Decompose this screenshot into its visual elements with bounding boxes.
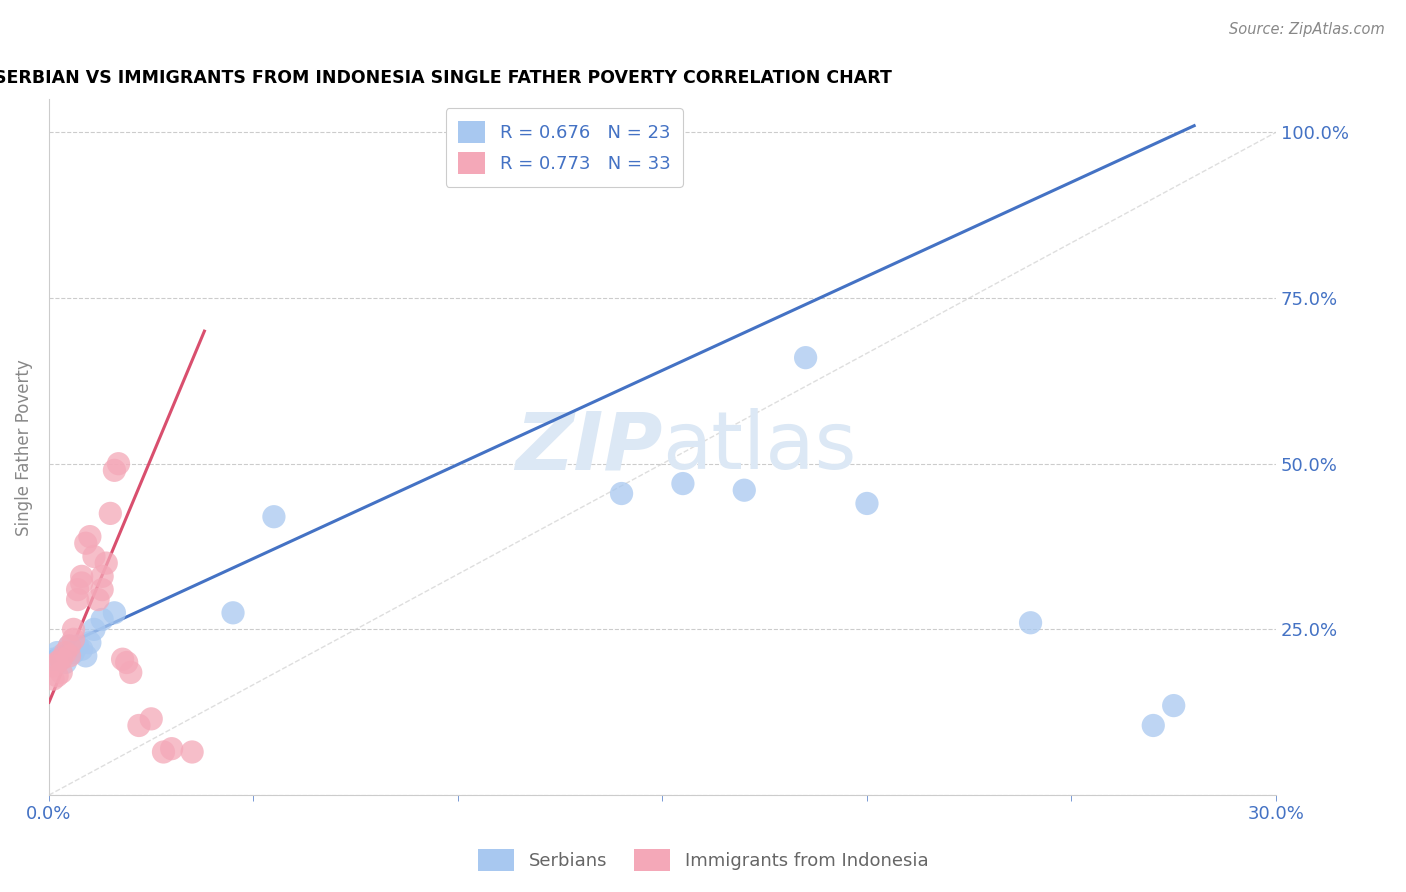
- Point: [75, 536, 97, 550]
- Point: [160, 741, 183, 756]
- Point: [107, 457, 129, 471]
- Text: SERBIAN VS IMMIGRANTS FROM INDONESIA SINGLE FATHER POVERTY CORRELATION CHART: SERBIAN VS IMMIGRANTS FROM INDONESIA SIN…: [0, 69, 891, 87]
- Point: [1163, 698, 1185, 713]
- Point: [70, 642, 93, 657]
- Point: [115, 656, 138, 670]
- Point: [66, 592, 89, 607]
- Point: [66, 639, 89, 653]
- Point: [70, 569, 93, 583]
- Point: [53, 646, 76, 660]
- Point: [42, 672, 65, 686]
- Point: [83, 549, 105, 564]
- Point: [66, 582, 89, 597]
- Point: [120, 665, 142, 680]
- Point: [51, 652, 73, 666]
- Legend: R = 0.676   N = 23, R = 0.773   N = 33: R = 0.676 N = 23, R = 0.773 N = 33: [446, 108, 683, 186]
- Point: [51, 648, 73, 663]
- Point: [46, 646, 69, 660]
- Point: [98, 507, 121, 521]
- Point: [610, 486, 633, 500]
- Point: [58, 639, 80, 653]
- Point: [181, 745, 204, 759]
- Point: [42, 658, 65, 673]
- Point: [111, 652, 134, 666]
- Point: [62, 623, 84, 637]
- Point: [42, 652, 65, 666]
- Point: [58, 639, 80, 653]
- Point: [46, 669, 69, 683]
- Point: [1019, 615, 1042, 630]
- Text: atlas: atlas: [662, 409, 856, 486]
- Point: [51, 665, 73, 680]
- Point: [672, 476, 695, 491]
- Text: Source: ZipAtlas.com: Source: ZipAtlas.com: [1229, 22, 1385, 37]
- Point: [83, 623, 105, 637]
- Point: [96, 556, 118, 570]
- Point: [263, 509, 285, 524]
- Point: [46, 656, 69, 670]
- Point: [62, 632, 84, 647]
- Point: [128, 718, 150, 732]
- Legend: Serbians, Immigrants from Indonesia: Serbians, Immigrants from Indonesia: [471, 842, 935, 879]
- Point: [91, 569, 114, 583]
- Point: [53, 656, 76, 670]
- Point: [856, 496, 879, 510]
- Point: [79, 635, 101, 649]
- Point: [75, 648, 97, 663]
- Point: [733, 483, 755, 498]
- Point: [70, 576, 93, 591]
- Point: [103, 463, 125, 477]
- Point: [91, 582, 114, 597]
- Point: [1142, 718, 1164, 732]
- Point: [141, 712, 163, 726]
- Y-axis label: Single Father Poverty: Single Father Poverty: [15, 359, 32, 535]
- Text: ZIP: ZIP: [515, 409, 662, 486]
- Point: [87, 592, 110, 607]
- Point: [62, 646, 84, 660]
- Point: [79, 530, 101, 544]
- Point: [58, 648, 80, 663]
- Point: [103, 606, 125, 620]
- Point: [222, 606, 245, 620]
- Point: [152, 745, 174, 759]
- Point: [794, 351, 817, 365]
- Point: [91, 612, 114, 626]
